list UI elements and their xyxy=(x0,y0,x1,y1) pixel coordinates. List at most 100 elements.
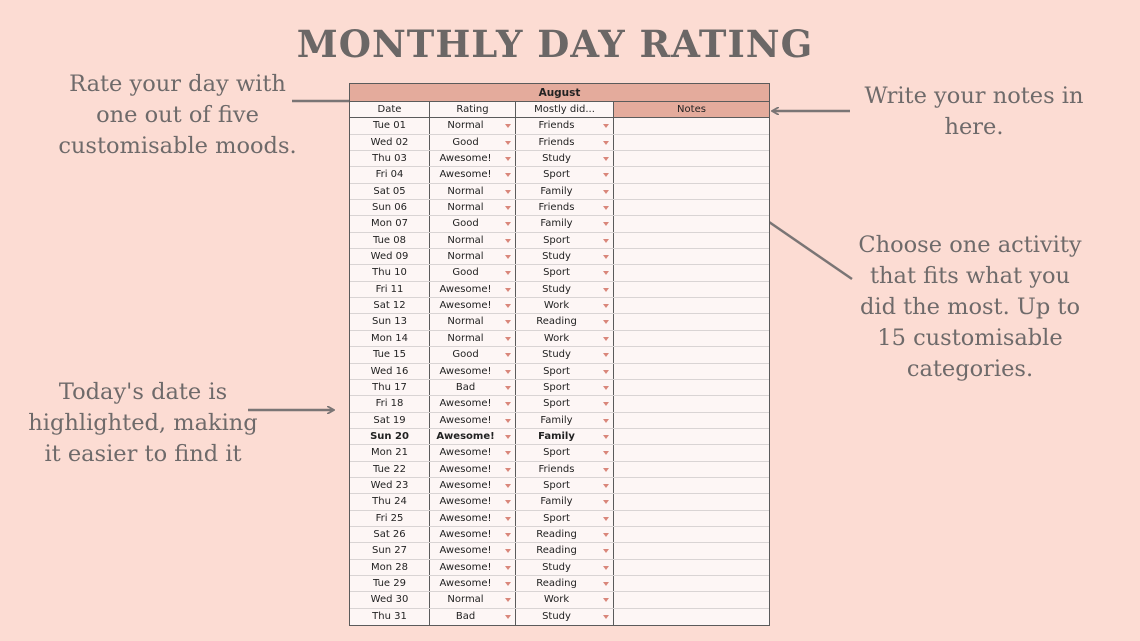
rating-dropdown[interactable]: Good xyxy=(430,216,516,232)
dropdown-arrow-icon[interactable] xyxy=(505,238,511,243)
dropdown-arrow-icon[interactable] xyxy=(505,483,511,488)
notes-cell[interactable] xyxy=(614,331,769,346)
notes-cell[interactable] xyxy=(614,576,769,591)
dropdown-arrow-icon[interactable] xyxy=(603,287,609,292)
dropdown-arrow-icon[interactable] xyxy=(505,353,511,358)
notes-cell[interactable] xyxy=(614,413,769,428)
notes-cell[interactable] xyxy=(614,462,769,477)
dropdown-arrow-icon[interactable] xyxy=(603,402,609,407)
dropdown-arrow-icon[interactable] xyxy=(505,565,511,570)
rating-dropdown[interactable]: Normal xyxy=(430,592,516,608)
dropdown-arrow-icon[interactable] xyxy=(505,402,511,407)
notes-cell[interactable] xyxy=(614,216,769,231)
notes-cell[interactable] xyxy=(614,151,769,166)
dropdown-arrow-icon[interactable] xyxy=(505,418,511,423)
rating-dropdown[interactable]: Awesome! xyxy=(430,543,516,559)
dropdown-arrow-icon[interactable] xyxy=(505,532,511,537)
activity-dropdown[interactable]: Friends xyxy=(516,118,614,134)
activity-dropdown[interactable]: Friends xyxy=(516,461,614,477)
rating-dropdown[interactable]: Good xyxy=(430,347,516,363)
activity-dropdown[interactable]: Family xyxy=(516,412,614,428)
dropdown-arrow-icon[interactable] xyxy=(505,336,511,341)
activity-dropdown[interactable]: Study xyxy=(516,281,614,298)
rating-dropdown[interactable]: Normal xyxy=(430,330,516,347)
activity-dropdown[interactable]: Sport xyxy=(516,379,614,396)
dropdown-arrow-icon[interactable] xyxy=(505,549,511,554)
dropdown-arrow-icon[interactable] xyxy=(603,581,609,586)
notes-cell[interactable] xyxy=(614,249,769,264)
rating-dropdown[interactable]: Awesome! xyxy=(430,526,516,543)
rating-dropdown[interactable]: Good xyxy=(430,265,516,281)
notes-cell[interactable] xyxy=(614,592,769,607)
activity-dropdown[interactable]: Work xyxy=(516,298,614,314)
dropdown-arrow-icon[interactable] xyxy=(603,304,609,309)
activity-dropdown[interactable]: Reading xyxy=(516,543,614,559)
notes-cell[interactable] xyxy=(614,298,769,313)
notes-cell[interactable] xyxy=(614,347,769,362)
dropdown-arrow-icon[interactable] xyxy=(603,140,609,145)
rating-dropdown[interactable]: Bad xyxy=(430,379,516,396)
dropdown-arrow-icon[interactable] xyxy=(603,467,609,472)
activity-dropdown[interactable]: Family xyxy=(516,183,614,200)
rating-dropdown[interactable]: Normal xyxy=(430,314,516,330)
dropdown-arrow-icon[interactable] xyxy=(505,255,511,260)
rating-dropdown[interactable]: Awesome! xyxy=(430,575,516,592)
dropdown-arrow-icon[interactable] xyxy=(603,516,609,521)
activity-dropdown[interactable]: Sport xyxy=(516,510,614,526)
dropdown-arrow-icon[interactable] xyxy=(603,369,609,374)
rating-dropdown[interactable]: Awesome! xyxy=(430,428,516,445)
dropdown-arrow-icon[interactable] xyxy=(505,434,511,439)
rating-dropdown[interactable]: Awesome! xyxy=(430,510,516,526)
dropdown-arrow-icon[interactable] xyxy=(603,255,609,260)
dropdown-arrow-icon[interactable] xyxy=(603,173,609,178)
dropdown-arrow-icon[interactable] xyxy=(505,140,511,145)
notes-cell[interactable] xyxy=(614,200,769,215)
notes-cell[interactable] xyxy=(614,314,769,329)
rating-dropdown[interactable]: Normal xyxy=(430,232,516,249)
dropdown-arrow-icon[interactable] xyxy=(603,222,609,227)
rating-dropdown[interactable]: Awesome! xyxy=(430,363,516,379)
activity-dropdown[interactable]: Sport xyxy=(516,363,614,379)
notes-cell[interactable] xyxy=(614,478,769,493)
dropdown-arrow-icon[interactable] xyxy=(603,385,609,390)
notes-cell[interactable] xyxy=(614,396,769,411)
activity-dropdown[interactable]: Study xyxy=(516,151,614,167)
rating-dropdown[interactable]: Awesome! xyxy=(430,298,516,314)
dropdown-arrow-icon[interactable] xyxy=(505,124,511,129)
dropdown-arrow-icon[interactable] xyxy=(603,206,609,211)
notes-cell[interactable] xyxy=(614,135,769,150)
dropdown-arrow-icon[interactable] xyxy=(603,598,609,603)
dropdown-arrow-icon[interactable] xyxy=(603,336,609,341)
activity-dropdown[interactable]: Study xyxy=(516,249,614,265)
rating-dropdown[interactable]: Awesome! xyxy=(430,281,516,298)
rating-dropdown[interactable]: Bad xyxy=(430,608,516,625)
notes-cell[interactable] xyxy=(614,560,769,575)
dropdown-arrow-icon[interactable] xyxy=(603,451,609,456)
notes-cell[interactable] xyxy=(614,494,769,509)
activity-dropdown[interactable]: Study xyxy=(516,608,614,625)
rating-dropdown[interactable]: Awesome! xyxy=(430,151,516,167)
notes-cell[interactable] xyxy=(614,429,769,444)
dropdown-arrow-icon[interactable] xyxy=(505,598,511,603)
dropdown-arrow-icon[interactable] xyxy=(603,483,609,488)
rating-dropdown[interactable]: Normal xyxy=(430,200,516,216)
dropdown-arrow-icon[interactable] xyxy=(603,271,609,276)
activity-dropdown[interactable]: Family xyxy=(516,428,614,445)
activity-dropdown[interactable]: Reading xyxy=(516,526,614,543)
dropdown-arrow-icon[interactable] xyxy=(505,222,511,227)
dropdown-arrow-icon[interactable] xyxy=(603,157,609,162)
dropdown-arrow-icon[interactable] xyxy=(603,238,609,243)
activity-dropdown[interactable]: Sport xyxy=(516,445,614,461)
notes-cell[interactable] xyxy=(614,184,769,199)
dropdown-arrow-icon[interactable] xyxy=(505,467,511,472)
dropdown-arrow-icon[interactable] xyxy=(505,369,511,374)
rating-dropdown[interactable]: Awesome! xyxy=(430,396,516,412)
rating-dropdown[interactable]: Awesome! xyxy=(430,477,516,494)
dropdown-arrow-icon[interactable] xyxy=(505,157,511,162)
rating-dropdown[interactable]: Normal xyxy=(430,118,516,134)
activity-dropdown[interactable]: Friends xyxy=(516,200,614,216)
dropdown-arrow-icon[interactable] xyxy=(603,124,609,129)
rating-dropdown[interactable]: Normal xyxy=(430,249,516,265)
activity-dropdown[interactable]: Sport xyxy=(516,396,614,412)
dropdown-arrow-icon[interactable] xyxy=(505,287,511,292)
